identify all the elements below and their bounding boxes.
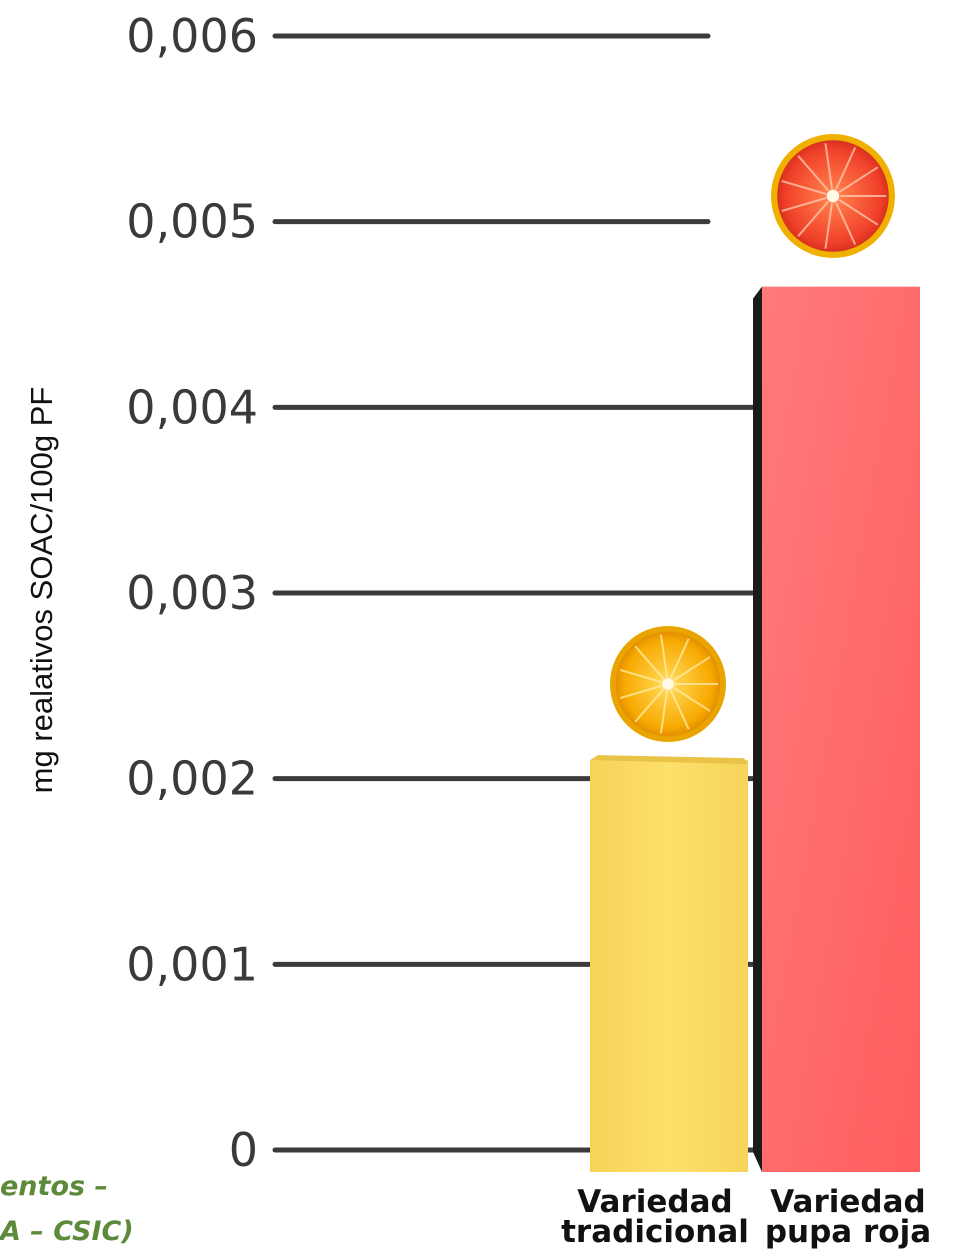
- grapefruit-slice-icon: [771, 134, 895, 258]
- y-tick-label: 0,002: [126, 752, 258, 806]
- bar-side: [753, 286, 762, 1172]
- x-category-label-line-1: Variedad: [577, 1184, 732, 1220]
- x-category-label-line-2: tradicional: [561, 1214, 749, 1250]
- y-tick-label: 0,004: [126, 380, 258, 434]
- fruit-icons: [610, 134, 895, 742]
- y-axis-label: mg realativos SOAC/100g PF: [24, 387, 59, 794]
- x-category-label-line-2: pupa roja: [765, 1214, 931, 1250]
- bar-face: [590, 760, 748, 1172]
- orange-slice-icon: [610, 626, 726, 742]
- y-tick-label: 0,006: [126, 9, 258, 63]
- bar-face: [762, 286, 920, 1172]
- bar-top: [590, 755, 748, 765]
- bar-variedad-tradicional: [590, 755, 748, 1172]
- source-note-line-2: A – CSIC): [0, 1216, 134, 1247]
- bars: [590, 286, 920, 1172]
- y-axis-ticks: 0 0,001 0,002 0,003 0,004 0,005 0,006: [126, 9, 258, 1177]
- y-tick-label: 0,001: [126, 937, 258, 991]
- y-tick-label: 0,003: [126, 566, 258, 620]
- gridlines: [272, 33, 763, 1153]
- bar-variedad-pupa-roja: [753, 286, 920, 1172]
- y-tick-label: 0,005: [126, 195, 258, 249]
- source-note-line-1: entos –: [0, 1171, 108, 1202]
- x-category-label-line-1: Variedad: [770, 1184, 925, 1220]
- y-tick-label: 0: [229, 1123, 258, 1177]
